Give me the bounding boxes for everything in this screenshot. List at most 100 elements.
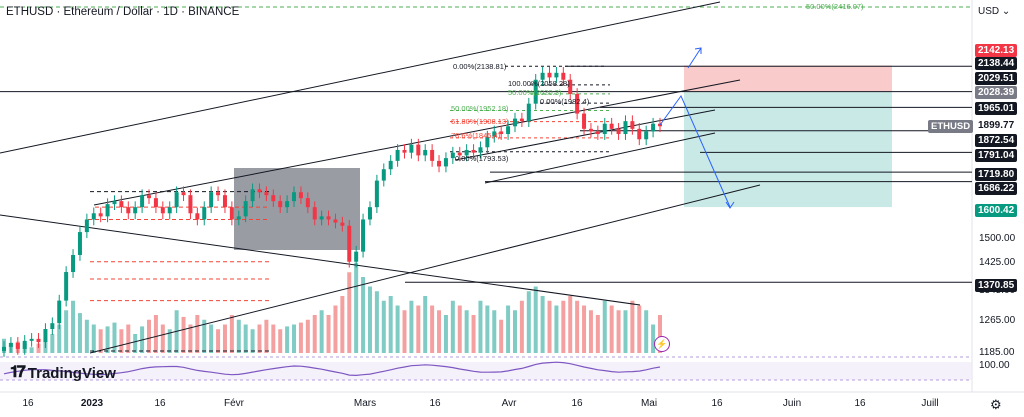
volume-bar [57, 324, 62, 353]
candle-body [388, 160, 393, 170]
volume-bar [236, 319, 241, 353]
time-tick: 16 [711, 398, 723, 409]
candle-body [15, 342, 20, 349]
price-tag: 1686.22 [975, 182, 1018, 195]
volume-bar [257, 324, 262, 353]
consolidation-box [234, 168, 360, 250]
candle-body [133, 207, 138, 214]
price-tag: 2029.51 [975, 72, 1018, 85]
time-tick: Avr [501, 398, 517, 409]
volume-bar [644, 310, 649, 353]
candle-body [409, 144, 414, 153]
volume-bar [105, 326, 110, 353]
candle-body [575, 93, 580, 114]
candle-body [243, 201, 248, 217]
candle-body [43, 329, 48, 343]
candle-body [91, 213, 96, 220]
volume-bar [50, 334, 55, 353]
candle-body [616, 128, 621, 135]
trend-line [484, 132, 716, 184]
fib-label: 78.6%(1845.4) [451, 131, 501, 140]
currency-selector[interactable]: USD ⌄ [978, 6, 1011, 17]
tradingview-logo: 𝟏𝟕 TradingView [10, 364, 116, 382]
volume-bar [437, 310, 442, 353]
candle-body [437, 160, 442, 167]
candle-body [167, 207, 172, 214]
fib-label: 61.80%(1908.13) [451, 117, 509, 126]
volume-bar [609, 305, 614, 353]
volume-bar [188, 324, 193, 353]
candle-body [326, 216, 331, 220]
candle-body [195, 213, 200, 220]
candle-body [140, 195, 145, 208]
fib-label: 100.00%(2058.28) [508, 79, 570, 88]
volume-bar [409, 300, 414, 353]
candle-body [312, 207, 317, 220]
trend-line [0, 214, 641, 306]
volume-bar [526, 291, 531, 353]
candle-body [354, 251, 359, 262]
volume-bar [450, 300, 455, 353]
rsi-line [3, 361, 661, 377]
volume-bar [195, 315, 200, 353]
price-tick: 1425.00 [979, 257, 1016, 269]
candle-body [506, 126, 511, 135]
volume-bar [630, 300, 635, 353]
volume-bar [285, 326, 290, 353]
price-tag: 2028.39 [975, 86, 1018, 99]
volume-bar [153, 315, 158, 353]
candle-body [174, 192, 179, 208]
candle-body [568, 79, 573, 94]
volume-bar [147, 319, 152, 353]
volume-bar [478, 300, 483, 353]
price-tag: 1791.04 [975, 149, 1018, 162]
gear-icon[interactable]: ⚙ [990, 397, 1002, 412]
volume-bar [64, 310, 69, 353]
candle-body [630, 121, 635, 129]
price-tick: 1265.00 [979, 315, 1016, 327]
candle-body [533, 79, 538, 104]
fib-label: 0.00%(2138.81) [453, 62, 507, 71]
candle-body [71, 254, 76, 273]
volume-bar [271, 324, 276, 353]
volume-bar [319, 310, 324, 353]
time-tick: Mai [640, 398, 658, 409]
volume-bar [36, 343, 41, 353]
volume-bar [250, 329, 255, 353]
volume-bar [512, 310, 517, 353]
volume-bar [229, 315, 234, 353]
candle-body [526, 103, 531, 122]
price-tag: 1370.85 [975, 279, 1018, 292]
candle-body [278, 201, 283, 208]
candle-body [271, 195, 276, 202]
volume-bar [471, 315, 476, 353]
candle-body [582, 113, 587, 129]
volume-bar [499, 319, 504, 353]
time-tick: 16 [22, 398, 34, 409]
lightning-icon[interactable]: ⚡ [654, 336, 670, 352]
tradingview-logo-icon: 𝟏𝟕 [10, 364, 26, 381]
candle-body [637, 128, 642, 140]
candle-body [623, 121, 628, 135]
candle-body [547, 72, 552, 78]
candle-body [98, 213, 103, 217]
candle-body [2, 346, 6, 351]
price-tag: 1872.54 [975, 134, 1018, 147]
volume-bar [98, 329, 103, 353]
rsi-tick: 100.00 [979, 360, 1010, 371]
volume-bar [616, 310, 621, 353]
candle-body [181, 192, 186, 196]
candle-body [485, 136, 490, 148]
candle-body [554, 72, 559, 78]
time-tick: Févr [224, 398, 244, 409]
candle-body [64, 272, 69, 301]
candle-body [609, 123, 614, 129]
chart-title: ETHUSD · Ethereum / Dollar · 1D · BINANC… [6, 6, 240, 18]
volume-bar [292, 324, 297, 353]
candle-body [471, 149, 476, 153]
candle-body [50, 323, 55, 330]
volume-bar [216, 329, 221, 353]
volume-bar [354, 262, 359, 353]
